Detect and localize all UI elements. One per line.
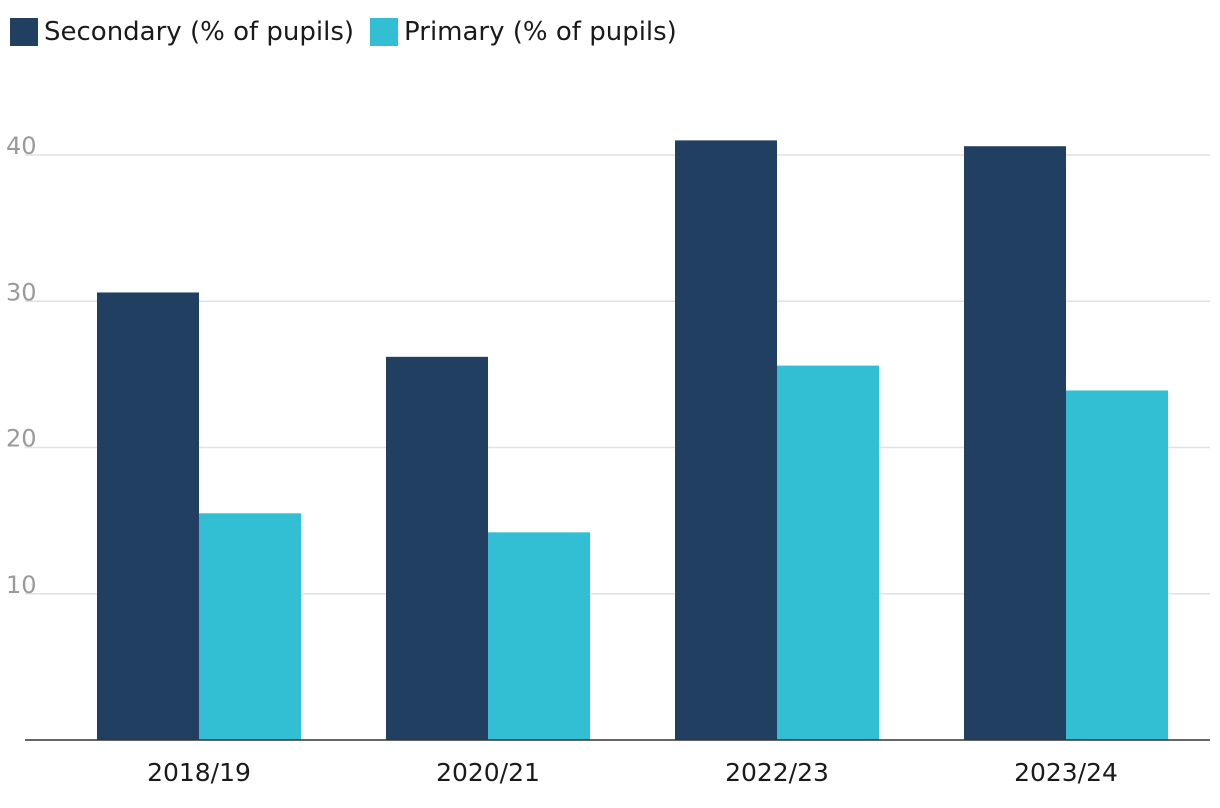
x-tick-label: 2023/24 xyxy=(1014,758,1118,787)
y-tick-label: 10 xyxy=(6,571,37,599)
y-tick-label: 30 xyxy=(6,278,37,306)
bar-secondary xyxy=(97,292,199,740)
legend-swatch-secondary xyxy=(10,18,38,46)
x-tick-label: 2020/21 xyxy=(436,758,540,787)
y-tick-label: 20 xyxy=(6,425,37,453)
x-tick-label: 2022/23 xyxy=(725,758,829,787)
bar-primary xyxy=(488,532,590,740)
bar-primary xyxy=(199,513,301,740)
legend-swatch-primary xyxy=(370,18,399,46)
legend-item-secondary: Secondary (% of pupils) xyxy=(10,17,354,47)
legend-label-primary: Primary (% of pupils) xyxy=(404,17,677,47)
chart-legend: Secondary (% of pupils) Primary (% of pu… xyxy=(10,14,693,50)
x-tick-label: 2018/19 xyxy=(147,758,251,787)
y-tick-label: 40 xyxy=(6,132,37,160)
bar-secondary xyxy=(964,146,1066,741)
legend-label-secondary: Secondary (% of pupils) xyxy=(44,17,355,47)
bar-primary xyxy=(1066,390,1168,740)
bar-secondary xyxy=(675,140,777,740)
legend-item-primary: Primary (% of pupils) xyxy=(370,17,677,47)
bar-primary xyxy=(777,365,879,740)
bar-secondary xyxy=(386,356,488,740)
